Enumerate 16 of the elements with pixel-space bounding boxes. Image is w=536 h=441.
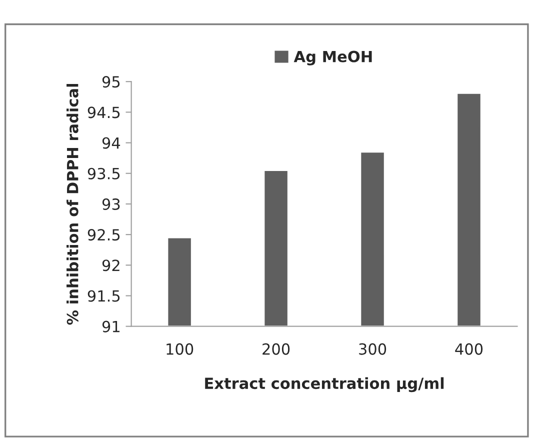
- y-tick-label: 93.5: [88, 168, 120, 180]
- y-tick-label: 91.5: [88, 290, 120, 302]
- legend-label: Ag MeOH: [294, 50, 372, 66]
- x-tick-label: 100: [166, 343, 194, 355]
- y-tick-label: 93: [102, 198, 120, 210]
- y-tick-label: 92: [102, 260, 120, 272]
- x-tick-label: 200: [262, 343, 290, 355]
- x-axis-title: Extract concentration µg/ml: [205, 377, 444, 392]
- y-axis-title: % inhibition of DPPH radical: [66, 84, 78, 325]
- y-tick-label: 95: [102, 76, 120, 88]
- y-tick-label: 94: [102, 137, 120, 149]
- y-tick-label: 92.5: [88, 229, 120, 241]
- y-tick-label: 94.5: [88, 106, 120, 118]
- x-tick-label: 300: [359, 343, 386, 355]
- y-tick-label: 91: [102, 320, 120, 332]
- x-tick-label: 400: [455, 343, 483, 355]
